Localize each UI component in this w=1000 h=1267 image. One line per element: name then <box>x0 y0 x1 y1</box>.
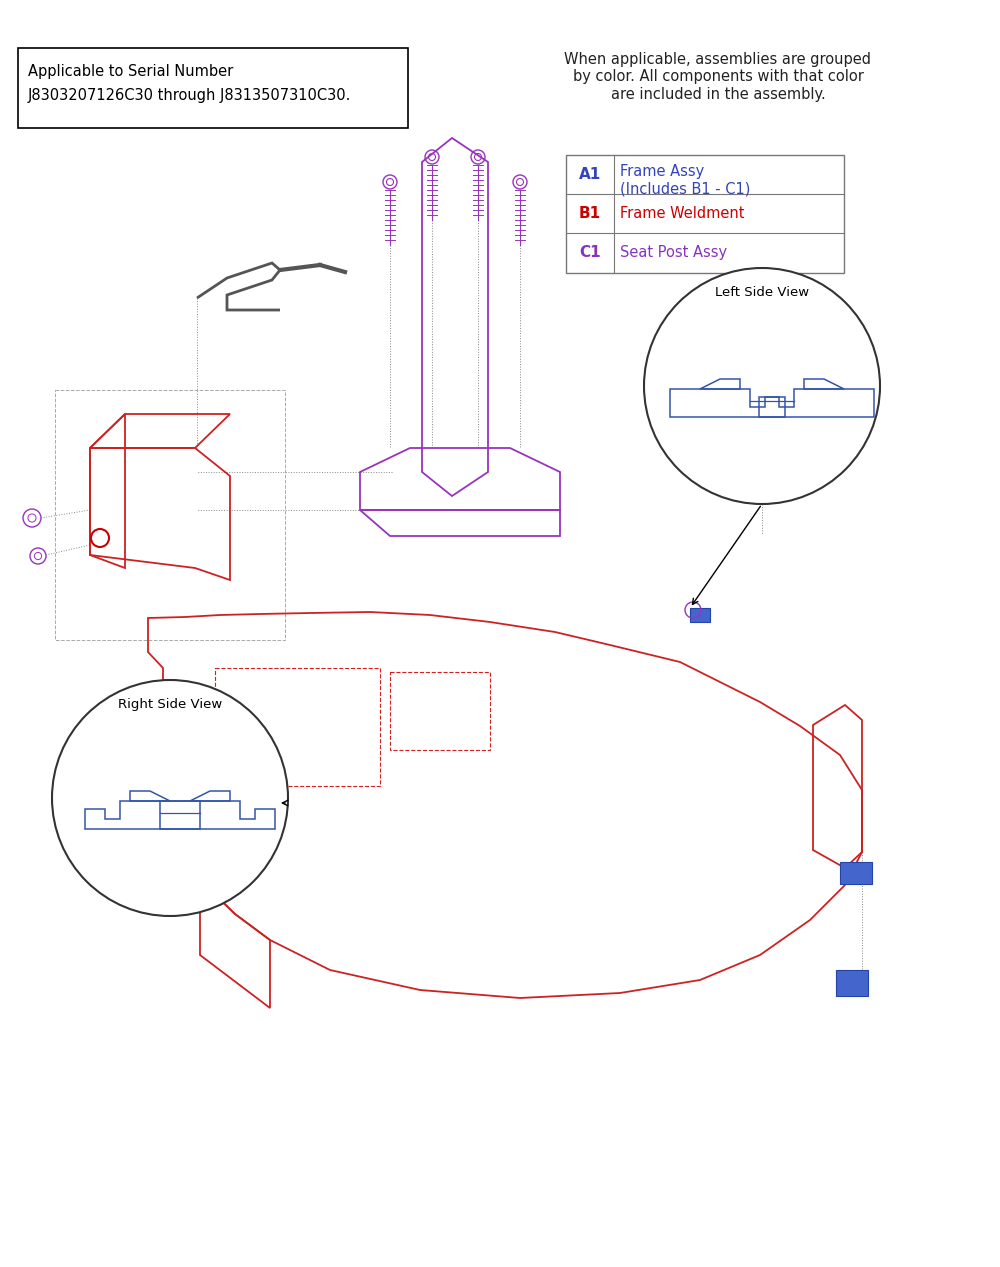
Circle shape <box>52 680 288 916</box>
Text: J8303207126C30 through J8313507310C30.: J8303207126C30 through J8313507310C30. <box>28 87 351 103</box>
Text: Frame Weldment: Frame Weldment <box>620 207 744 220</box>
Text: (Includes B1 - C1): (Includes B1 - C1) <box>620 182 750 196</box>
Text: A1: A1 <box>579 167 601 182</box>
Text: When applicable, assemblies are grouped
by color. All components with that color: When applicable, assemblies are grouped … <box>564 52 872 101</box>
Text: Applicable to Serial Number: Applicable to Serial Number <box>28 65 233 79</box>
Bar <box>840 862 872 884</box>
Bar <box>566 155 844 272</box>
Bar <box>18 48 408 128</box>
Text: Right Side View: Right Side View <box>118 698 222 711</box>
Circle shape <box>644 269 880 504</box>
Bar <box>55 390 285 640</box>
Bar <box>690 608 710 622</box>
Text: B1: B1 <box>579 207 601 220</box>
Bar <box>836 971 868 996</box>
Text: Frame Assy: Frame Assy <box>620 163 704 179</box>
Text: Seat Post Assy: Seat Post Assy <box>620 245 727 260</box>
Bar <box>390 672 490 750</box>
Text: C1: C1 <box>579 245 601 260</box>
Bar <box>215 668 380 786</box>
Text: Left Side View: Left Side View <box>715 286 809 299</box>
